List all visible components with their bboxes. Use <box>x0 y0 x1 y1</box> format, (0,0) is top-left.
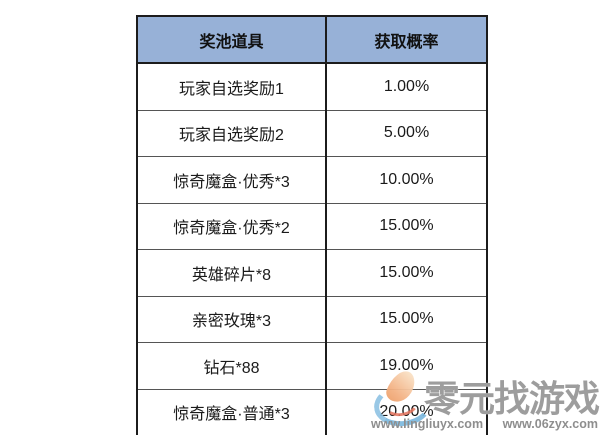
prize-probability-table: 奖池道具 获取概率 玩家自选奖励1 1.00% 玩家自选奖励2 5.00% 惊奇… <box>136 15 488 435</box>
table-row: 钻石*88 19.00% <box>137 342 487 389</box>
table-row: 玩家自选奖励1 1.00% <box>137 63 487 110</box>
item-cell: 亲密玫瑰*3 <box>137 295 326 343</box>
probability-cell: 15.00% <box>325 202 487 250</box>
probability-cell: 15.00% <box>325 249 487 296</box>
item-cell: 钻石*88 <box>137 342 326 389</box>
item-cell: 惊奇魔盒·优秀*2 <box>137 202 326 250</box>
table-row: 惊奇魔盒·优秀*2 15.00% <box>137 202 487 250</box>
table-row: 亲密玫瑰*3 15.00% <box>137 295 487 343</box>
item-cell: 玩家自选奖励2 <box>137 109 326 157</box>
item-cell: 惊奇魔盒·优秀*3 <box>137 156 326 203</box>
prize-table: 奖池道具 获取概率 玩家自选奖励1 1.00% 玩家自选奖励2 5.00% 惊奇… <box>136 15 488 435</box>
column-header-probability: 获取概率 <box>325 16 487 64</box>
table-row: 惊奇魔盒·普通*3 20.00% <box>137 388 487 435</box>
probability-cell: 1.00% <box>325 63 487 110</box>
watermark-url-right: www.06zyx.com <box>502 417 598 431</box>
item-cell: 玩家自选奖励1 <box>179 80 284 98</box>
table-row: 英雄碎片*8 15.00% <box>137 249 487 296</box>
column-header-item: 奖池道具 <box>137 16 326 64</box>
probability-cell: 15.00% <box>325 295 487 343</box>
table-header-row: 奖池道具 获取概率 <box>137 16 487 64</box>
item-cell: 英雄碎片*8 <box>137 249 326 296</box>
table-row: 惊奇魔盒·优秀*3 10.00% <box>137 156 487 203</box>
item-cell: 惊奇魔盒·普通*3 <box>137 388 326 435</box>
probability-cell: 20.00% <box>325 388 487 435</box>
probability-cell: 10.00% <box>325 156 487 203</box>
table-row: 玩家自选奖励2 5.00% <box>137 109 487 157</box>
probability-cell: 5.00% <box>325 109 487 157</box>
probability-cell: 19.00% <box>325 342 487 389</box>
